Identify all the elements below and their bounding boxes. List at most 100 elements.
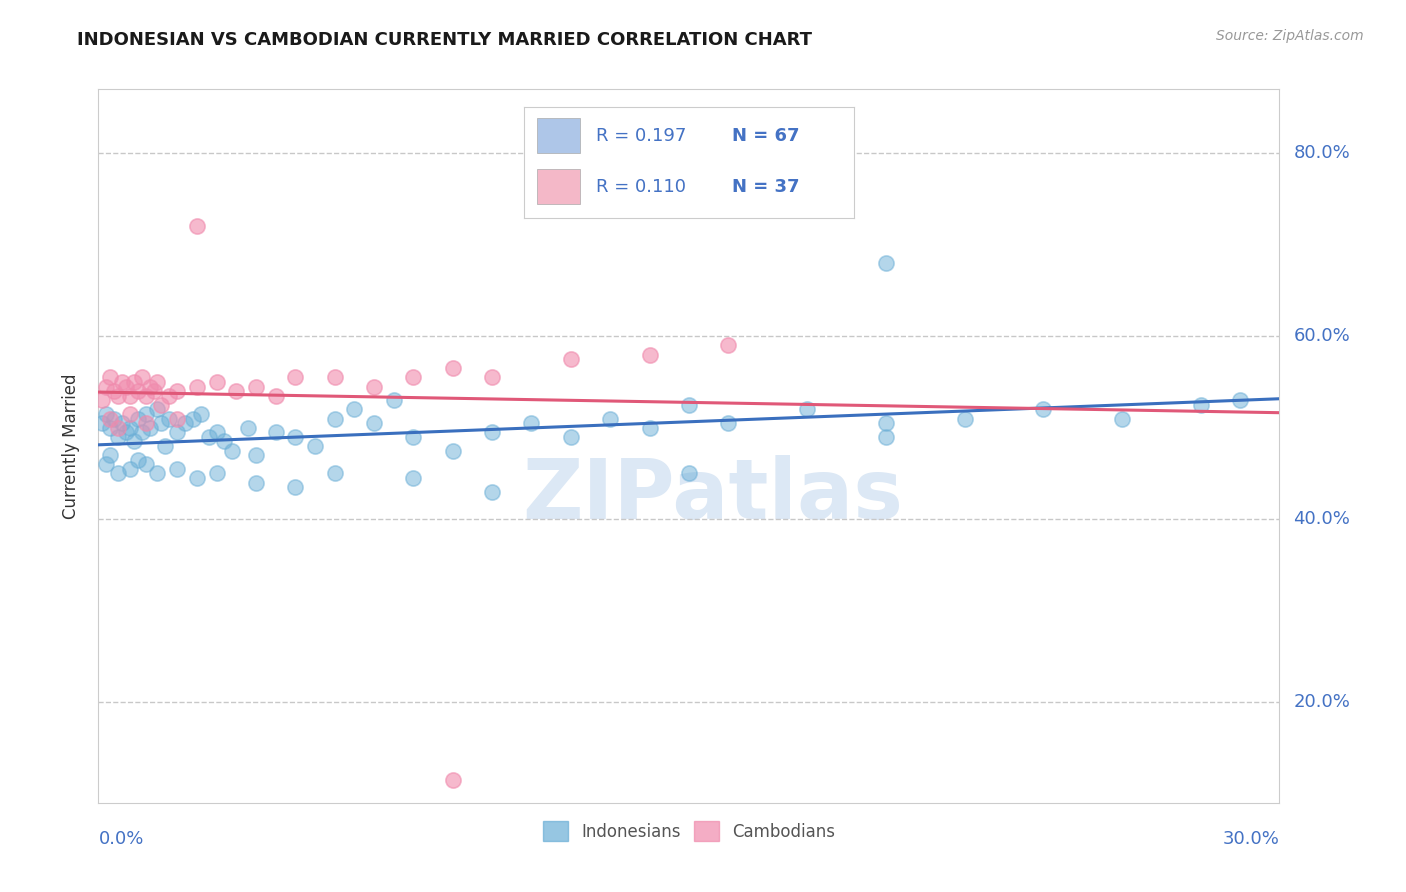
Text: 30.0%: 30.0% <box>1223 830 1279 848</box>
Point <box>135 416 157 430</box>
Point <box>1032 402 1054 417</box>
Point <box>98 411 121 425</box>
Point <box>118 420 141 434</box>
Point <box>166 425 188 440</box>
Point <box>181 411 204 425</box>
Point <box>157 411 180 425</box>
Point <box>284 370 307 384</box>
Point <box>481 370 503 384</box>
Text: 40.0%: 40.0% <box>1294 510 1350 528</box>
Point <box>323 370 346 384</box>
Point <box>96 407 118 421</box>
Point <box>520 416 543 430</box>
Text: 60.0%: 60.0% <box>1294 327 1350 345</box>
Point <box>638 420 661 434</box>
Point <box>205 425 228 440</box>
Point <box>122 434 145 449</box>
Point <box>264 425 287 440</box>
Point <box>323 411 346 425</box>
Point <box>138 379 160 393</box>
Point <box>111 416 134 430</box>
Point <box>103 411 125 425</box>
Point <box>1229 393 1251 408</box>
Point <box>146 375 169 389</box>
Point <box>96 379 118 393</box>
Y-axis label: Currently Married: Currently Married <box>62 373 80 519</box>
Point <box>875 430 897 444</box>
Point <box>245 448 267 462</box>
Point <box>135 389 157 403</box>
Point <box>441 772 464 787</box>
Legend: Indonesians, Cambodians: Indonesians, Cambodians <box>536 814 842 848</box>
Point <box>103 384 125 398</box>
Point <box>107 420 129 434</box>
Point <box>678 467 700 481</box>
Text: 0.0%: 0.0% <box>98 830 143 848</box>
Point <box>284 430 307 444</box>
Point <box>1111 411 1133 425</box>
Point <box>166 384 188 398</box>
Point <box>98 370 121 384</box>
Point <box>166 462 188 476</box>
Point <box>115 379 138 393</box>
Point <box>118 407 141 421</box>
Point <box>382 393 405 408</box>
Point <box>678 398 700 412</box>
Point <box>560 352 582 367</box>
Point <box>304 439 326 453</box>
Point <box>157 389 180 403</box>
Point <box>174 416 197 430</box>
Point <box>717 338 740 352</box>
Point <box>402 471 425 485</box>
Point <box>135 458 157 472</box>
Point <box>402 370 425 384</box>
Point <box>441 361 464 376</box>
Point <box>150 398 173 412</box>
Point <box>138 420 160 434</box>
Point <box>131 370 153 384</box>
Point <box>186 471 208 485</box>
Point <box>118 389 141 403</box>
Point <box>343 402 366 417</box>
Point <box>717 416 740 430</box>
Point <box>875 256 897 270</box>
Point <box>264 389 287 403</box>
Point <box>481 425 503 440</box>
Text: 80.0%: 80.0% <box>1294 145 1350 162</box>
Point <box>323 467 346 481</box>
Point <box>91 416 114 430</box>
Point <box>599 411 621 425</box>
Point <box>402 430 425 444</box>
Point <box>1189 398 1212 412</box>
Point <box>127 411 149 425</box>
Point <box>560 430 582 444</box>
Point <box>205 375 228 389</box>
Point <box>127 452 149 467</box>
Point <box>186 379 208 393</box>
Point <box>245 379 267 393</box>
Point <box>190 407 212 421</box>
Point <box>155 439 177 453</box>
Point <box>214 434 236 449</box>
Point <box>131 425 153 440</box>
Point <box>953 411 976 425</box>
Point <box>205 467 228 481</box>
Point <box>122 375 145 389</box>
Text: Source: ZipAtlas.com: Source: ZipAtlas.com <box>1216 29 1364 43</box>
Point <box>363 379 385 393</box>
Point <box>91 393 114 408</box>
Point <box>150 416 173 430</box>
Point <box>142 384 165 398</box>
Point <box>115 425 138 440</box>
Text: ZIPatlas: ZIPatlas <box>522 456 903 536</box>
Point <box>284 480 307 494</box>
Text: 20.0%: 20.0% <box>1294 693 1350 711</box>
Point <box>225 384 247 398</box>
Point <box>221 443 243 458</box>
Point <box>96 458 118 472</box>
Point <box>127 384 149 398</box>
Point <box>107 467 129 481</box>
Point <box>166 411 188 425</box>
Point <box>135 407 157 421</box>
Point <box>875 416 897 430</box>
